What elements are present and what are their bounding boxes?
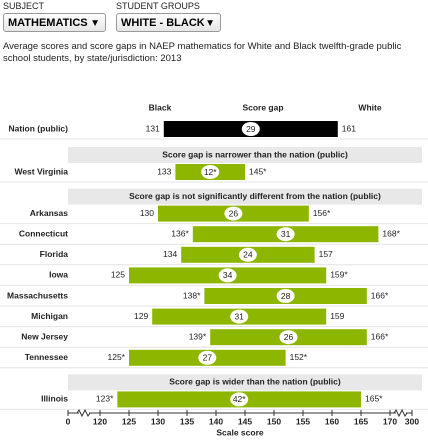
dropdown-value: MATHEMATICS — [8, 17, 88, 29]
row-label: New Jersey — [21, 331, 68, 341]
row-label: Michigan — [31, 311, 68, 321]
gap-label: 31 — [281, 229, 291, 239]
gap-marker — [279, 330, 298, 345]
row-label: Arkansas — [30, 208, 69, 218]
high-label: 145* — [249, 166, 267, 176]
gap-label: 26 — [284, 332, 294, 342]
high-label: 157 — [319, 249, 333, 259]
row-label: West Virginia — [14, 166, 68, 176]
row-label: Illinois — [41, 394, 68, 404]
low-label: 138* — [183, 290, 201, 300]
section-title: Score gap is not significantly different… — [129, 191, 381, 201]
x-tick-label: 145 — [238, 416, 252, 426]
gap-marker — [230, 392, 249, 407]
x-tick-label: 160 — [325, 416, 339, 426]
x-tick-label: 135 — [180, 416, 194, 426]
x-tick-label: 155 — [296, 416, 310, 426]
high-label: 159 — [330, 311, 344, 321]
row-label: Tennessee — [25, 352, 69, 362]
gap-label: 42* — [233, 394, 246, 404]
chart-title: Average scores and score gaps in NAEP ma… — [3, 41, 402, 64]
row-label: Nation (public) — [9, 123, 69, 133]
row-label: Massachusetts — [7, 290, 68, 300]
column-header: White — [358, 102, 381, 112]
row-label: Florida — [40, 249, 69, 259]
low-label: 129 — [134, 311, 148, 321]
gap-marker — [201, 165, 220, 179]
x-tick-label: 0 — [66, 416, 71, 426]
x-tick-label: 300 — [405, 416, 419, 426]
high-label: 159* — [330, 270, 348, 280]
gap-label: 24 — [243, 250, 253, 260]
section-title: Score gap is wider than the nation (publ… — [169, 377, 341, 387]
dropdown-arrow: ▼ — [205, 18, 215, 29]
section-band — [68, 374, 422, 391]
section-title: Score gap is narrower than the nation (p… — [162, 149, 348, 159]
gap-marker — [238, 247, 257, 262]
x-axis-title: Scale score — [216, 427, 264, 437]
x-tick-label: 150 — [267, 416, 281, 426]
dropdown[interactable]: WHITE - BLACK ▼ — [116, 13, 221, 32]
gap-marker — [218, 268, 237, 283]
x-tick-label: 125 — [122, 416, 136, 426]
gap-marker — [198, 350, 217, 365]
low-label: 134 — [163, 249, 177, 259]
x-tick-label: 140 — [209, 416, 223, 426]
gap-label: 12* — [204, 167, 217, 177]
x-tick-label: 170 — [383, 416, 397, 426]
high-label: 166* — [371, 290, 389, 300]
gap-label: 26 — [229, 208, 239, 218]
high-label: 156* — [313, 208, 331, 218]
x-tick-label: 120 — [93, 416, 107, 426]
section-band — [68, 188, 422, 205]
column-header: Score gap — [242, 102, 283, 112]
low-label: 130 — [140, 208, 154, 218]
gap-label: 29 — [246, 124, 256, 134]
gap-marker — [241, 122, 260, 136]
section-band — [68, 147, 422, 163]
axis-break — [393, 408, 408, 418]
low-label: 125* — [108, 352, 126, 362]
x-tick-label: 130 — [151, 416, 165, 426]
x-tick-label: 165 — [354, 416, 368, 426]
high-label: 152* — [290, 352, 308, 362]
high-label: 161 — [342, 123, 356, 133]
low-label: 133 — [157, 166, 171, 176]
column-header: Black — [149, 102, 172, 112]
gap-label: 34 — [223, 270, 233, 280]
high-label: 166* — [371, 331, 389, 341]
low-label: 123* — [96, 394, 114, 404]
high-label: 168* — [382, 228, 400, 238]
dropdown-arrow: ▼ — [90, 18, 100, 29]
low-label: 131 — [146, 123, 160, 133]
gap-label: 31 — [234, 311, 244, 321]
gap-marker — [276, 289, 295, 303]
control-label: SUBJECT — [3, 1, 45, 11]
low-label: 125 — [111, 270, 125, 280]
row-label: Connecticut — [19, 228, 68, 238]
control-label: STUDENT GROUPS — [116, 1, 200, 11]
dropdown[interactable]: MATHEMATICS ▼ — [3, 13, 106, 32]
dropdown-value: WHITE - BLACK — [121, 17, 205, 29]
gap-marker — [276, 227, 295, 242]
gap-label: 28 — [281, 291, 291, 301]
gap-label: 27 — [203, 353, 213, 363]
axis-break — [76, 408, 91, 418]
low-label: 136* — [171, 228, 189, 238]
high-label: 165* — [365, 394, 383, 404]
gap-marker — [230, 309, 249, 324]
row-label: Iowa — [49, 270, 68, 280]
low-label: 139* — [189, 331, 207, 341]
gap-marker — [224, 206, 243, 221]
